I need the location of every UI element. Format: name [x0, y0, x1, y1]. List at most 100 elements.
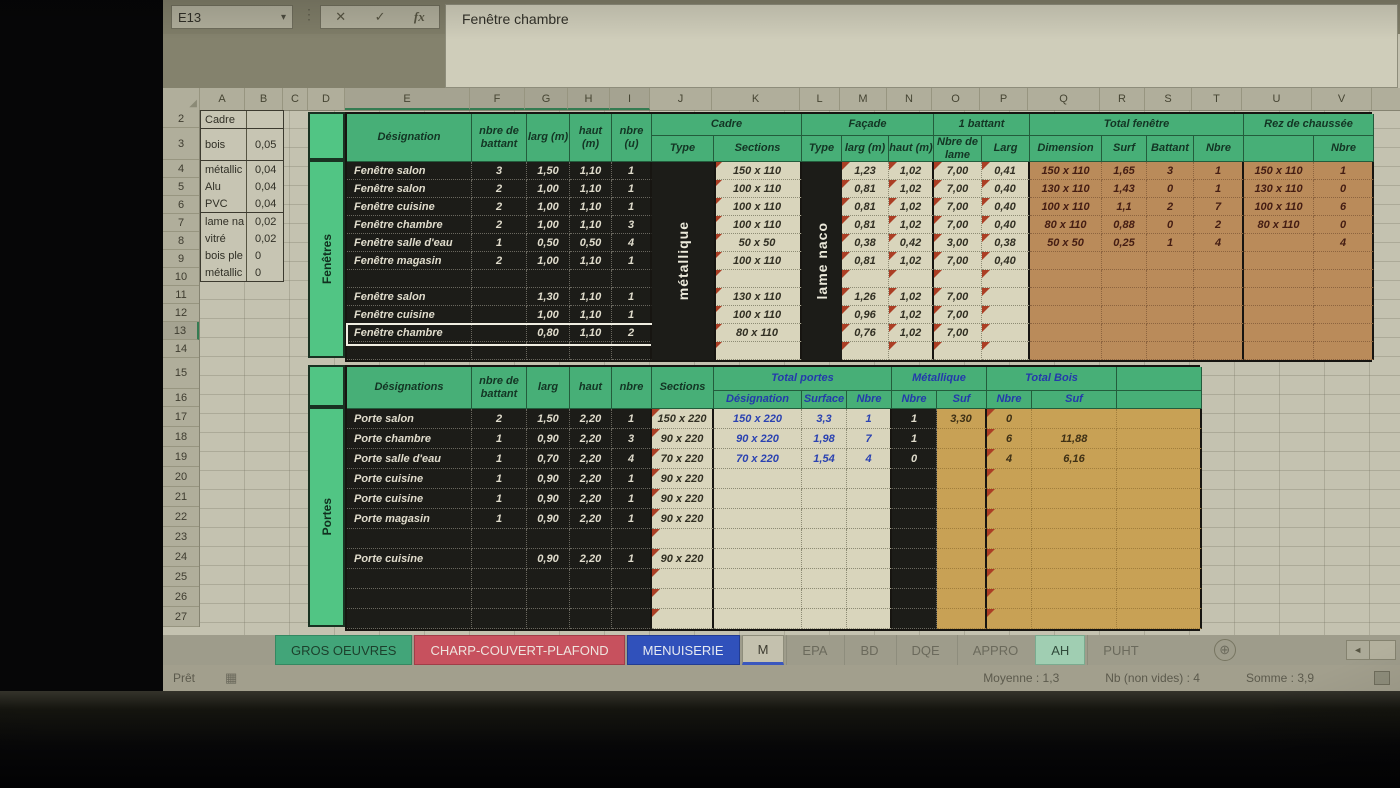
cell-tnb[interactable]: 4	[847, 449, 892, 469]
column-header-L[interactable]: L	[800, 88, 840, 110]
header-type2[interactable]: Type	[802, 136, 842, 162]
row-header-25[interactable]: 25	[163, 567, 199, 587]
cell-larg[interactable]: 1,50	[527, 162, 570, 180]
cell-rfill[interactable]	[1117, 449, 1202, 469]
column-header-E[interactable]: E	[345, 88, 470, 110]
header-larg[interactable]: larg	[527, 367, 570, 409]
cell-bnb[interactable]	[987, 549, 1032, 569]
cell-tsurf[interactable]	[802, 569, 847, 589]
header-designation[interactable]: Désignation	[347, 114, 472, 162]
cell-lame[interactable]: 7,00	[934, 180, 982, 198]
cell-des[interactable]: Porte cuisine	[347, 469, 472, 489]
cell-flarg[interactable]	[842, 342, 889, 360]
cell[interactable]: 0,02	[246, 230, 283, 247]
cell-bat[interactable]: 1	[472, 509, 527, 529]
cell-flarg[interactable]: 0,81	[842, 198, 889, 216]
row-header-7[interactable]: 7	[163, 214, 199, 232]
column-header-N[interactable]: N	[887, 88, 932, 110]
cell-bnb[interactable]	[987, 569, 1032, 589]
header-nbre_lame[interactable]: Nbre de lame	[934, 136, 982, 162]
cell-mnb[interactable]: 0	[892, 449, 937, 469]
cell-rnb[interactable]	[1314, 306, 1374, 324]
cell-bnb[interactable]	[987, 609, 1032, 629]
cell-nbre[interactable]	[612, 270, 652, 288]
cell-blarg[interactable]	[982, 324, 1030, 342]
cell-tsurf[interactable]	[802, 589, 847, 609]
cell[interactable]: métallic	[205, 163, 243, 176]
cell[interactable]: bois	[205, 138, 226, 151]
row-header-9[interactable]: 9	[163, 250, 199, 268]
header-facade[interactable]: Façade	[802, 114, 934, 136]
cell-des[interactable]	[347, 569, 472, 589]
cell-rnb[interactable]: 6	[1314, 198, 1374, 216]
cell-btn[interactable]: 3	[1147, 162, 1194, 180]
side-table-title[interactable]: Cadre	[205, 113, 235, 126]
cell-blarg[interactable]	[982, 306, 1030, 324]
cell-haut[interactable]: 1,10	[570, 324, 612, 342]
column-header-D[interactable]: D	[308, 88, 345, 110]
cell-nbre[interactable]: 4	[612, 234, 652, 252]
cell-haut[interactable]: 2,20	[570, 489, 612, 509]
cancel-icon[interactable]: ✕	[335, 9, 347, 24]
cell[interactable]: 0,02	[246, 213, 283, 230]
cell-tnb[interactable]	[1194, 324, 1244, 342]
cell-rnb[interactable]	[1314, 324, 1374, 342]
cell-bnb[interactable]: 0	[987, 409, 1032, 429]
cell-bat[interactable]: 2	[472, 252, 527, 270]
cell-fhaut[interactable]: 1,02	[889, 252, 934, 270]
cell-fhaut[interactable]	[889, 270, 934, 288]
column-header-C[interactable]: C	[283, 88, 308, 110]
column-header-R[interactable]: R	[1100, 88, 1145, 110]
cell-mnb[interactable]	[892, 529, 937, 549]
facade-type-vertical-cell[interactable]: lame naco	[802, 162, 842, 360]
row-header-6[interactable]: 6	[163, 196, 199, 214]
cell-sec[interactable]: 80 x 110	[714, 324, 802, 342]
cell[interactable]: 0,04	[246, 161, 283, 178]
sheet-tab-ah[interactable]: AH	[1035, 635, 1086, 665]
cell-mnb[interactable]	[892, 509, 937, 529]
cell-nbre[interactable]: 1	[612, 489, 652, 509]
cell-tsurf[interactable]: 1,54	[802, 449, 847, 469]
cell-blarg[interactable]	[982, 270, 1030, 288]
cell-tdes[interactable]	[714, 589, 802, 609]
header-designations[interactable]: Désignations	[347, 367, 472, 409]
column-header-V[interactable]: V	[1312, 88, 1372, 110]
header-battant[interactable]: nbre de battant	[472, 367, 527, 409]
cell-nbre[interactable]: 1	[612, 252, 652, 270]
cell-larg[interactable]: 0,90	[527, 489, 570, 509]
cell-bsuf[interactable]	[1032, 489, 1117, 509]
cell-rnb[interactable]: 4	[1314, 234, 1374, 252]
header-nbre[interactable]: nbre (u)	[612, 114, 652, 162]
cell-sec[interactable]: 100 x 110	[714, 180, 802, 198]
cell[interactable]: métallic	[205, 266, 243, 279]
row-header-27[interactable]: 27	[163, 607, 199, 627]
cell-rdim[interactable]	[1244, 342, 1314, 360]
cell[interactable]: 0	[246, 247, 283, 264]
header-sections[interactable]: Sections	[652, 367, 714, 409]
cell-msuf[interactable]	[937, 609, 987, 629]
cell-bat[interactable]: 3	[472, 162, 527, 180]
cell-sec[interactable]: 90 x 220	[652, 489, 714, 509]
row-header-13[interactable]: 13	[163, 322, 199, 340]
column-header-S[interactable]: S	[1145, 88, 1192, 110]
cell-haut[interactable]: 1,10	[570, 252, 612, 270]
cell-des[interactable]	[347, 270, 472, 288]
sheet-tab-menuiserie[interactable]: MENUISERIE	[626, 635, 740, 665]
cell-haut[interactable]: 2,20	[570, 549, 612, 569]
cell[interactable]: 0,04	[246, 195, 283, 212]
cell-surf[interactable]	[1102, 288, 1147, 306]
cell-flarg[interactable]: 1,26	[842, 288, 889, 306]
cell-rdim[interactable]	[1244, 324, 1314, 342]
cell-bsuf[interactable]	[1032, 569, 1117, 589]
cell-bsuf[interactable]	[1032, 609, 1117, 629]
cell-larg[interactable]	[527, 589, 570, 609]
row-header-3[interactable]: 3	[163, 128, 199, 160]
cell-sec[interactable]	[652, 529, 714, 549]
cell-nbre[interactable]: 1	[612, 509, 652, 529]
cell-msuf[interactable]	[937, 589, 987, 609]
row-header-24[interactable]: 24	[163, 547, 199, 567]
cell-nbre[interactable]: 1	[612, 198, 652, 216]
cell-surf[interactable]	[1102, 252, 1147, 270]
cell-fhaut[interactable]: 0,42	[889, 234, 934, 252]
cell-haut[interactable]: 2,20	[570, 509, 612, 529]
